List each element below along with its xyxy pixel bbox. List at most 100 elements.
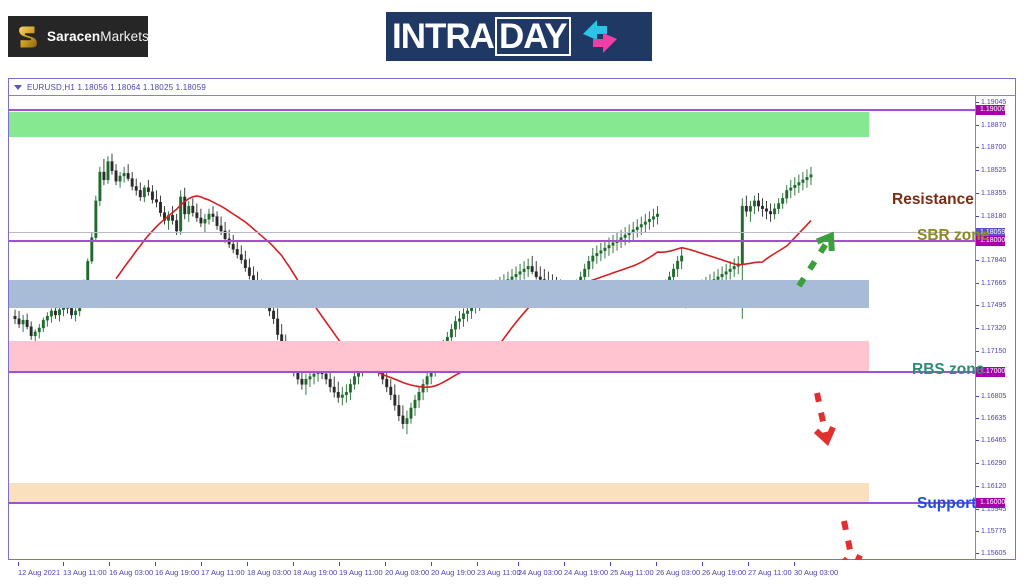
- price-tick: 1.18700: [976, 144, 1006, 152]
- time-tick-dash: [247, 562, 248, 566]
- time-tick-text: 30 Aug 03:00: [794, 568, 839, 577]
- time-tick-label: 26 Aug 03:00: [656, 562, 701, 577]
- price-tick: 1.17840: [976, 257, 1006, 265]
- tick-dash: [976, 283, 979, 285]
- price-tick-label: 1.15605: [981, 550, 1007, 558]
- support-line: [9, 502, 977, 505]
- time-tick-label: 24 Aug 03:00: [518, 562, 563, 577]
- branding-bar: SaracenMarkets INTRA DAY: [0, 0, 1024, 72]
- rbs-line: [9, 371, 977, 374]
- price-tick: 1.15945: [976, 506, 1006, 514]
- resistance-zone: [9, 111, 869, 137]
- tick-dash: [976, 463, 979, 465]
- bearish-arrow-2-head: [841, 554, 863, 560]
- tick-dash: [976, 328, 979, 330]
- bearish-arrow-1-head: [813, 426, 836, 447]
- time-tick-dash: [702, 562, 703, 566]
- tick-dash: [976, 102, 979, 104]
- chart-symbol-ohlc-label: EURUSD,H1 1.18056 1.18064 1.18025 1.1805…: [27, 82, 206, 92]
- tick-dash: [976, 395, 979, 397]
- tick-dash: [976, 215, 979, 217]
- bearish-arrow-1: [814, 392, 830, 442]
- price-tick: 1.17150: [976, 348, 1006, 356]
- time-tick-label: 16 Aug 19:00: [155, 562, 199, 577]
- price-tick: 1.16635: [976, 415, 1006, 423]
- price-tick-label: 1.17495: [981, 302, 1007, 310]
- forecast-arrows-layer: [796, 231, 863, 560]
- tick-dash: [976, 440, 979, 442]
- time-tick-text: 25 Aug 11:00: [610, 568, 654, 577]
- price-tick: 1.18355: [976, 190, 1006, 198]
- price-tick: 1.19045: [976, 99, 1006, 107]
- time-tick-dash: [477, 562, 478, 566]
- price-tick-label: 1.17000: [980, 368, 1006, 376]
- price-tick-label: 1.17150: [981, 347, 1007, 355]
- price-tick-label: 1.19000: [980, 106, 1006, 114]
- time-tick-label: 24 Aug 19:00: [564, 562, 608, 577]
- time-tick-text: 26 Aug 03:00: [656, 568, 701, 577]
- time-tick-dash: [385, 562, 386, 566]
- intraday-intra-text: INTRA: [392, 17, 495, 56]
- time-tick-dash: [109, 562, 110, 566]
- price-tick: 1.16120: [976, 483, 1006, 491]
- price-tick-label: 1.15775: [981, 527, 1007, 535]
- time-tick-text: 26 Aug 19:00: [702, 568, 747, 577]
- time-tick-label: 18 Aug 19:00: [293, 562, 337, 577]
- saracen-word: Saracen: [47, 29, 101, 44]
- time-tick-text: 24 Aug 03:00: [518, 568, 563, 577]
- price-tick: 1.17000: [976, 367, 1006, 378]
- tick-dash: [976, 530, 979, 532]
- tick-dash: [976, 170, 979, 172]
- price-tick-label: 1.18059: [980, 229, 1006, 237]
- price-tick: 1.16290: [976, 460, 1006, 468]
- time-tick-label: 19 Aug 11:00: [339, 562, 383, 577]
- time-tick-text: 20 Aug 19:00: [431, 568, 476, 577]
- support-zone: [9, 482, 869, 503]
- time-tick-label: 30 Aug 03:00: [794, 562, 839, 577]
- price-tick-label: 1.18355: [981, 189, 1007, 197]
- price-tick: 1.18525: [976, 167, 1006, 175]
- time-tick-dash: [18, 562, 19, 566]
- bullish-arrow: [796, 234, 834, 288]
- tick-dash: [976, 418, 979, 420]
- intraday-day-text: DAY: [494, 17, 571, 56]
- tick-dash: [976, 553, 979, 555]
- time-tick-text: 19 Aug 11:00: [339, 568, 383, 577]
- time-tick-text: 20 Aug 03:00: [385, 568, 430, 577]
- price-tick: 1.15605: [976, 550, 1006, 558]
- intraday-logo: INTRA DAY: [386, 12, 652, 61]
- price-tick: 1.16000: [976, 498, 1006, 509]
- price-tick-label: 1.16000: [980, 499, 1006, 507]
- tick-dash: [976, 192, 979, 194]
- time-tick-label: 18 Aug 03:00: [247, 562, 291, 577]
- price-tick: 1.18180: [976, 213, 1006, 221]
- time-tick-dash: [293, 562, 294, 566]
- tick-dash: [976, 147, 979, 149]
- current-price-line: [9, 232, 977, 234]
- price-tick: 1.18000: [976, 236, 1006, 247]
- tick-dash: [976, 485, 979, 487]
- price-tick: 1.15775: [976, 528, 1006, 536]
- saracen-markets-wordmark: SaracenMarkets: [47, 29, 149, 44]
- saracen-markets-logo: SaracenMarkets: [8, 16, 149, 57]
- price-tick-label: 1.19045: [981, 99, 1007, 107]
- price-tick-label: 1.18000: [980, 237, 1006, 245]
- price-plot-area[interactable]: [9, 96, 977, 560]
- tick-dash: [976, 305, 979, 307]
- intraday-arrows-icon: [577, 17, 623, 57]
- price-tick-label: 1.17665: [981, 280, 1007, 288]
- tick-dash: [976, 125, 979, 127]
- chevron-down-icon[interactable]: [14, 84, 22, 90]
- resistance-label: Resistance: [892, 191, 974, 208]
- time-tick-text: 17 Aug 11:00: [201, 568, 245, 577]
- sbr-zone-label: SBR zone: [917, 227, 990, 244]
- bullish-arrow-head: [815, 231, 835, 252]
- price-tick-label: 1.16120: [981, 482, 1007, 490]
- time-tick-dash: [656, 562, 657, 566]
- time-tick-label: 20 Aug 19:00: [431, 562, 476, 577]
- time-tick-dash: [564, 562, 565, 566]
- bearish-arrow-2: [841, 520, 856, 560]
- time-axis[interactable]: 12 Aug 2021 13 Aug 11:00 16 Aug 03:00 16 Au…: [8, 560, 1016, 584]
- tick-dash: [976, 350, 979, 352]
- price-axis[interactable]: 1.19045 1.19000 1.18870 1.18700 1.18525 1.183…: [975, 96, 1015, 560]
